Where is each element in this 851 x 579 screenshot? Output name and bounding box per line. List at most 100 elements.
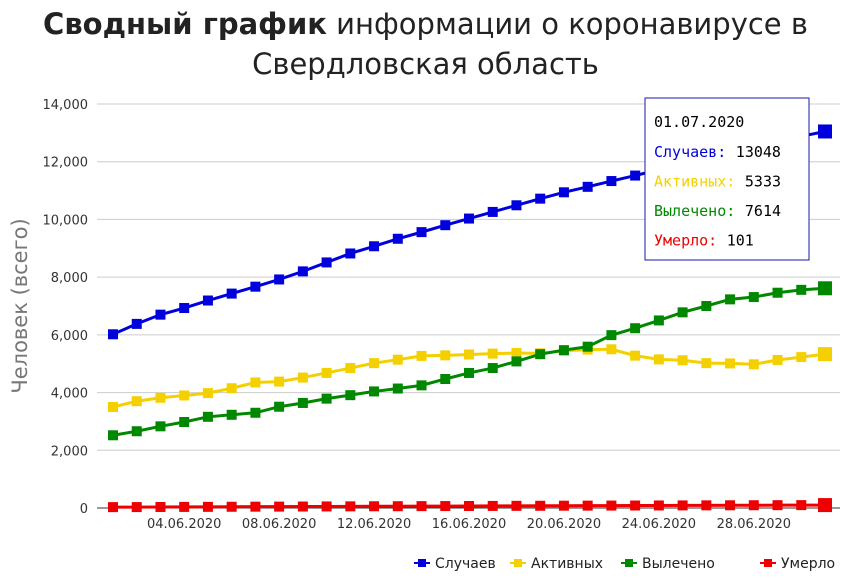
data-point[interactable] xyxy=(250,377,261,388)
data-point[interactable] xyxy=(748,359,759,370)
data-point[interactable] xyxy=(535,349,546,360)
data-point[interactable] xyxy=(725,500,736,511)
data-point[interactable] xyxy=(606,330,617,341)
data-point[interactable] xyxy=(155,392,166,403)
data-point[interactable] xyxy=(653,315,664,326)
data-point[interactable] xyxy=(108,329,118,340)
data-point[interactable] xyxy=(818,124,832,139)
data-point[interactable] xyxy=(321,257,332,268)
data-point[interactable] xyxy=(369,386,380,397)
data-point[interactable] xyxy=(131,318,142,329)
data-point[interactable] xyxy=(606,344,617,355)
data-point[interactable] xyxy=(677,500,688,511)
data-point[interactable] xyxy=(392,383,403,394)
data-point[interactable] xyxy=(274,401,285,412)
data-point[interactable] xyxy=(369,241,380,252)
data-point[interactable] xyxy=(582,181,593,192)
data-point[interactable] xyxy=(558,500,569,511)
data-point[interactable] xyxy=(818,281,832,296)
data-point[interactable] xyxy=(345,390,356,401)
data-point[interactable] xyxy=(202,501,213,512)
data-point[interactable] xyxy=(535,193,546,204)
data-point[interactable] xyxy=(108,430,118,441)
data-point[interactable] xyxy=(677,355,688,366)
data-point[interactable] xyxy=(701,301,712,311)
data-point[interactable] xyxy=(297,501,308,512)
legend-item[interactable]: Случаев xyxy=(414,556,496,572)
data-point[interactable] xyxy=(250,407,261,418)
data-point[interactable] xyxy=(321,367,332,378)
data-point[interactable] xyxy=(748,292,759,303)
data-point[interactable] xyxy=(202,295,213,306)
data-point[interactable] xyxy=(701,358,712,369)
data-point[interactable] xyxy=(630,323,641,334)
data-point[interactable] xyxy=(345,363,356,374)
data-point[interactable] xyxy=(440,220,451,231)
data-point[interactable] xyxy=(772,500,783,511)
data-point[interactable] xyxy=(155,421,166,432)
data-point[interactable] xyxy=(131,502,142,513)
data-point[interactable] xyxy=(392,233,403,244)
data-point[interactable] xyxy=(345,501,356,512)
data-point[interactable] xyxy=(796,284,807,295)
data-point[interactable] xyxy=(558,345,569,356)
data-point[interactable] xyxy=(701,500,712,511)
data-point[interactable] xyxy=(369,501,380,512)
data-point[interactable] xyxy=(321,501,332,512)
data-point[interactable] xyxy=(321,393,332,404)
data-point[interactable] xyxy=(108,502,118,513)
data-point[interactable] xyxy=(416,501,427,512)
data-point[interactable] xyxy=(464,500,474,511)
data-point[interactable] xyxy=(630,170,641,181)
data-point[interactable] xyxy=(274,376,285,387)
data-point[interactable] xyxy=(725,294,736,305)
data-point[interactable] xyxy=(487,500,498,511)
data-point[interactable] xyxy=(535,500,546,511)
legend-item[interactable]: Умерло xyxy=(760,556,835,572)
data-point[interactable] xyxy=(179,390,190,401)
data-point[interactable] xyxy=(179,501,190,512)
data-point[interactable] xyxy=(297,397,308,408)
data-point[interactable] xyxy=(179,417,190,428)
data-point[interactable] xyxy=(606,500,617,511)
data-point[interactable] xyxy=(345,248,356,259)
data-point[interactable] xyxy=(487,348,498,359)
data-point[interactable] xyxy=(630,500,641,511)
data-point[interactable] xyxy=(677,307,688,318)
data-point[interactable] xyxy=(202,411,213,422)
data-point[interactable] xyxy=(653,354,664,365)
data-point[interactable] xyxy=(392,354,403,365)
data-point[interactable] xyxy=(796,352,807,363)
data-point[interactable] xyxy=(416,350,427,361)
data-point[interactable] xyxy=(511,500,522,511)
data-point[interactable] xyxy=(630,350,641,361)
data-point[interactable] xyxy=(772,354,783,365)
data-point[interactable] xyxy=(464,349,474,360)
data-point[interactable] xyxy=(818,347,832,362)
data-point[interactable] xyxy=(202,388,213,399)
data-point[interactable] xyxy=(416,227,427,238)
data-point[interactable] xyxy=(250,501,261,512)
data-point[interactable] xyxy=(440,501,451,512)
data-point[interactable] xyxy=(796,500,807,511)
data-point[interactable] xyxy=(155,501,166,512)
data-point[interactable] xyxy=(297,372,308,383)
data-point[interactable] xyxy=(748,500,759,511)
data-point[interactable] xyxy=(582,341,593,352)
data-point[interactable] xyxy=(131,426,142,437)
data-point[interactable] xyxy=(155,309,166,320)
data-point[interactable] xyxy=(558,187,569,198)
data-point[interactable] xyxy=(464,213,474,224)
data-point[interactable] xyxy=(606,176,617,187)
data-point[interactable] xyxy=(179,303,190,314)
data-point[interactable] xyxy=(108,402,118,412)
data-point[interactable] xyxy=(369,358,380,369)
data-point[interactable] xyxy=(487,206,498,217)
data-point[interactable] xyxy=(226,409,237,420)
data-point[interactable] xyxy=(818,498,832,513)
data-point[interactable] xyxy=(487,363,498,374)
data-point[interactable] xyxy=(511,356,522,367)
data-point[interactable] xyxy=(297,266,308,277)
data-point[interactable] xyxy=(511,348,522,359)
data-point[interactable] xyxy=(511,200,522,211)
